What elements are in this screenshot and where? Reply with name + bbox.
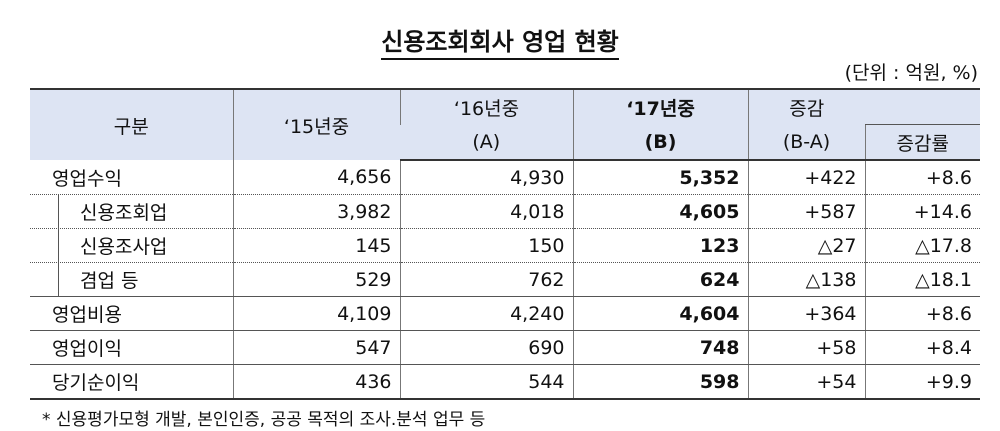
header-cell: ‘15년중 — [232, 88, 400, 160]
cell: 544 — [399, 364, 573, 400]
table-row: 신용조사업 145 150 123 △27 △17.8 — [30, 228, 980, 263]
row-label: 신용조회업 — [30, 194, 233, 229]
row-label: 신용조사업 — [30, 228, 233, 263]
table-row: 영업수익 4,656 4,930 5,352 +422 +8.6 — [30, 160, 980, 195]
header-cell: 구분 — [30, 88, 233, 160]
header-cell: ‘16년중 — [399, 88, 573, 125]
cell: 762 — [399, 262, 573, 297]
cell: 436 — [232, 364, 400, 400]
table-row: 당기순이익 436 544 598 +54 +9.9 — [30, 364, 980, 400]
table: 구분 ‘15년중 ‘16년중 ‘17년중 증감 (A) (B) (B-A) 증감… — [30, 88, 980, 400]
cell: +8.6 — [864, 160, 980, 195]
table-row: 영업비용 4,109 4,240 4,604 +364 +8.6 — [30, 296, 980, 331]
header-cell: (B) — [572, 124, 748, 161]
header-cell: 증감률 — [864, 124, 980, 161]
cell: 4,240 — [399, 296, 573, 331]
cell: +9.9 — [864, 364, 980, 400]
header-cell: (B-A) — [747, 124, 865, 161]
table-row: 신용조회업 3,982 4,018 4,605 +587 +14.6 — [30, 194, 980, 229]
cell: 4,604 — [572, 296, 748, 331]
header-cell: 증감 — [747, 88, 865, 125]
cell: △17.8 — [864, 228, 980, 263]
cell: △27 — [747, 228, 865, 263]
header-cell: (A) — [400, 124, 573, 161]
row-label: 영업수익 — [30, 160, 233, 195]
cell: 624 — [572, 262, 748, 297]
title: 신용조회회사 영업 현황 — [381, 28, 619, 60]
cell: 3,982 — [232, 194, 400, 229]
cell: 4,018 — [399, 194, 573, 229]
row-label: 겸업 등 — [30, 262, 233, 297]
row-label: 영업비용 — [30, 296, 233, 331]
table-body: 영업수익 4,656 4,930 5,352 +422 +8.6 신용조회업 3,982 4,0… — [30, 160, 980, 400]
cell: △138 — [747, 262, 865, 297]
cell: +54 — [747, 364, 865, 400]
cell: 748 — [572, 330, 748, 365]
row-label: 당기순이익 — [30, 364, 233, 400]
cell: △18.1 — [864, 262, 980, 297]
cell: 4,656 — [232, 160, 400, 195]
cell: +587 — [747, 194, 865, 229]
cell: 145 — [232, 228, 400, 263]
header-cell: ‘17년중 — [572, 88, 748, 125]
table-row: 겸업 등 529 762 624 △138 △18.1 — [30, 262, 980, 297]
cell: 4,930 — [399, 160, 573, 195]
cell: 547 — [232, 330, 400, 365]
table-row: 영업이익 547 690 748 +58 +8.4 — [30, 330, 980, 365]
cell: +8.6 — [864, 296, 980, 331]
row-label: 영업이익 — [30, 330, 233, 365]
cell: +364 — [747, 296, 865, 331]
cell: 690 — [399, 330, 573, 365]
unit: (단위 : 억원, %) — [844, 62, 978, 84]
cell: +14.6 — [864, 194, 980, 229]
cell: +422 — [747, 160, 865, 195]
cell: 4,109 — [232, 296, 400, 331]
cell: 150 — [399, 228, 573, 263]
title-box: 신용조회회사 영업 현황 — [0, 22, 1000, 60]
header-cell — [865, 88, 980, 125]
cell: 598 — [572, 364, 748, 400]
cell: 5,352 — [572, 160, 748, 195]
footnote: * 신용평가모형 개발, 본인인증, 공공 목적의 조사.분석 업무 등 — [42, 410, 486, 430]
cell: 529 — [232, 262, 400, 297]
cell: 123 — [572, 228, 748, 263]
cell: +8.4 — [864, 330, 980, 365]
cell: 4,605 — [572, 194, 748, 229]
cell: +58 — [747, 330, 865, 365]
